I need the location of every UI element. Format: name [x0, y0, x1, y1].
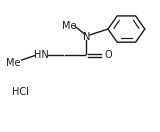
Text: HCl: HCl: [12, 87, 29, 97]
Text: O: O: [104, 50, 112, 60]
Text: N: N: [83, 32, 90, 42]
Text: HN: HN: [34, 50, 49, 60]
Text: Me: Me: [62, 21, 76, 31]
Text: Me: Me: [6, 58, 20, 68]
